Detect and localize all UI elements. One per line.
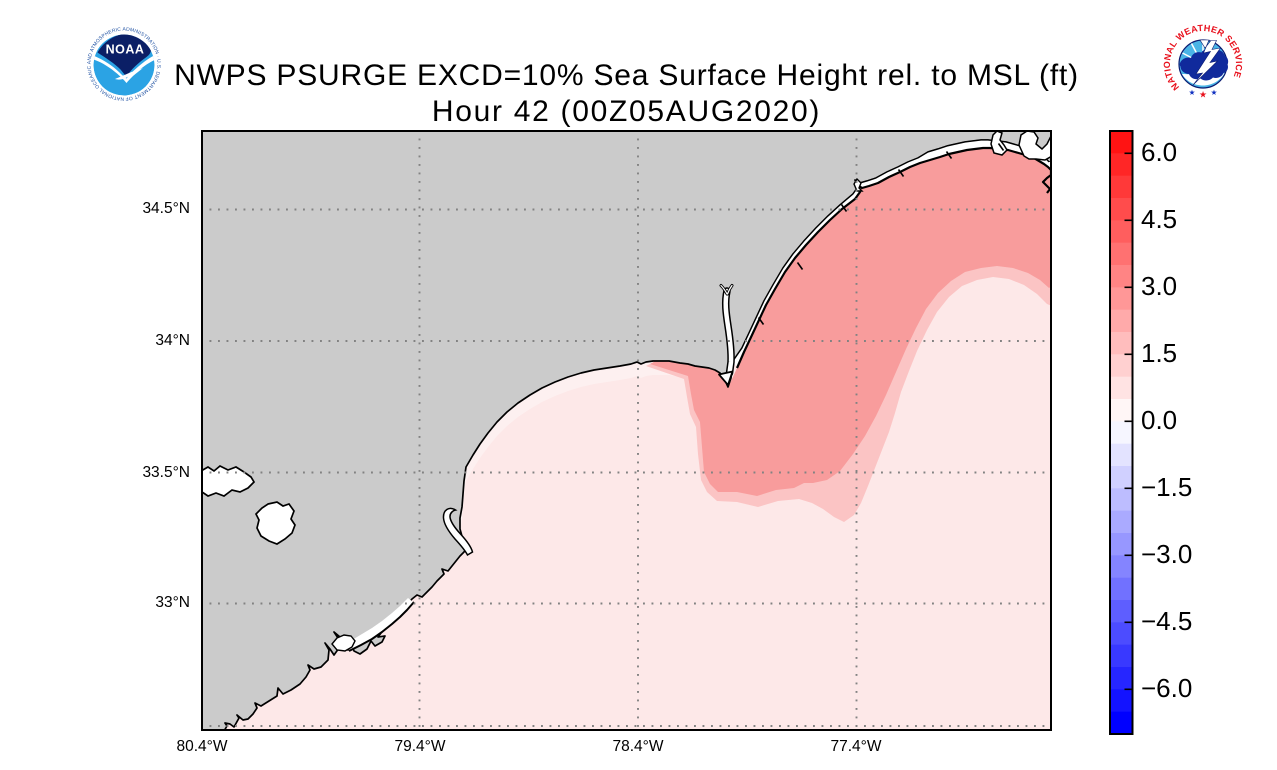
svg-text:★: ★ xyxy=(1211,88,1218,97)
svg-text:★: ★ xyxy=(1189,88,1196,97)
svg-text:NOAA: NOAA xyxy=(106,43,145,57)
svg-text:★: ★ xyxy=(1199,90,1207,100)
